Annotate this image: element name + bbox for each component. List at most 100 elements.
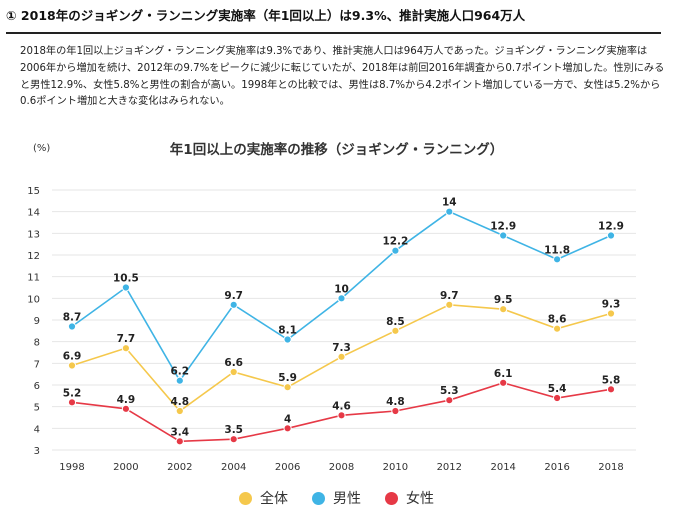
data-point-1 <box>391 246 400 255</box>
data-point-1 <box>175 376 184 385</box>
data-label-1: 11.8 <box>544 244 570 256</box>
description-text: 2018年の年1回以上ジョギング・ランニング実施率は9.3%であり、推計実施人口… <box>20 46 665 108</box>
data-label-2: 4.8 <box>386 396 405 408</box>
data-point-1 <box>445 207 454 216</box>
data-label-2: 5.4 <box>548 383 567 395</box>
data-point-0 <box>121 344 131 353</box>
x-tick-label: 2018 <box>598 462 623 473</box>
data-label-0: 9.3 <box>602 299 621 311</box>
x-tick-label: 2014 <box>490 462 515 473</box>
data-label-0: 8.5 <box>386 316 405 328</box>
data-point-1 <box>499 231 508 240</box>
data-label-2: 5.3 <box>440 385 459 397</box>
data-point-0 <box>553 324 562 333</box>
data-point-2 <box>229 435 238 444</box>
chart-legend: 全体 男性 女性 <box>0 488 673 508</box>
data-point-0 <box>499 305 508 314</box>
y-tick-label: 12 <box>27 251 40 262</box>
y-tick-label: 3 <box>34 446 40 457</box>
data-point-1 <box>229 300 238 309</box>
data-label-1: 10.5 <box>113 273 139 285</box>
y-tick-label: 8 <box>34 338 40 349</box>
data-point-1 <box>606 231 616 240</box>
data-label-0: 7.3 <box>332 342 351 354</box>
data-point-1 <box>121 283 131 292</box>
data-label-1: 10 <box>334 283 349 295</box>
x-tick-label: 2008 <box>329 462 354 473</box>
data-point-2 <box>499 378 508 387</box>
data-point-0 <box>175 406 184 416</box>
data-label-2: 5.2 <box>63 387 82 399</box>
legend-item-female: 女性 <box>385 488 434 508</box>
x-tick-label: 2004 <box>221 462 246 473</box>
data-label-0: 9.5 <box>494 294 513 306</box>
data-label-1: 12.9 <box>598 221 624 233</box>
data-label-1: 8.1 <box>278 325 297 337</box>
data-point-2 <box>67 398 77 407</box>
data-point-2 <box>337 411 346 420</box>
x-tick-label: 2010 <box>383 462 408 473</box>
data-label-2: 3.4 <box>170 426 189 438</box>
legend-item-total: 全体 <box>239 488 288 508</box>
legend-dot-total-icon <box>239 491 252 505</box>
data-point-0 <box>229 367 238 377</box>
data-label-0: 5.9 <box>278 372 297 384</box>
section-heading: ① 2018年のジョギング・ランニング実施率（年1回以上）は9.3%、推計実施人… <box>6 5 661 34</box>
data-label-2: 6.1 <box>494 368 513 380</box>
data-label-0: 7.7 <box>117 333 136 345</box>
data-label-1: 9.7 <box>224 290 243 302</box>
y-tick-label: 11 <box>27 273 40 284</box>
data-label-2: 4.9 <box>117 394 136 406</box>
y-tick-label: 5 <box>34 403 40 414</box>
data-point-2 <box>121 404 131 413</box>
data-point-1 <box>283 335 292 344</box>
data-point-0 <box>606 309 616 318</box>
y-tick-label: 6 <box>34 381 40 392</box>
data-label-1: 8.7 <box>63 312 82 324</box>
data-point-0 <box>67 361 77 370</box>
data-label-0: 4.8 <box>170 396 189 408</box>
legend-item-male: 男性 <box>312 488 361 508</box>
data-label-0: 6.9 <box>63 351 82 363</box>
data-label-0: 8.6 <box>548 314 567 326</box>
y-tick-label: 13 <box>27 229 40 240</box>
x-tick-label: 2002 <box>167 462 192 473</box>
data-label-1: 12.2 <box>382 236 408 248</box>
data-point-0 <box>445 300 454 309</box>
data-point-0 <box>391 326 400 335</box>
data-label-2: 4.6 <box>332 400 351 412</box>
data-point-2 <box>606 385 616 394</box>
legend-dot-male-icon <box>312 491 325 505</box>
y-tick-label: 9 <box>34 316 40 327</box>
data-point-1 <box>337 294 346 303</box>
y-tick-label: 10 <box>27 294 40 305</box>
legend-label-male: 男性 <box>333 491 361 507</box>
x-tick-label: 2006 <box>275 462 300 473</box>
data-label-1: 6.2 <box>170 366 189 378</box>
data-point-2 <box>553 393 562 403</box>
x-tick-label: 2016 <box>544 462 569 473</box>
legend-label-female: 女性 <box>406 491 434 507</box>
data-label-1: 14 <box>442 197 457 209</box>
legend-label-total: 全体 <box>260 491 288 507</box>
data-point-0 <box>283 383 292 392</box>
data-point-0 <box>337 352 346 361</box>
x-tick-label: 1998 <box>59 462 84 473</box>
data-point-2 <box>445 396 454 405</box>
y-tick-label: 14 <box>27 208 40 219</box>
data-label-0: 6.6 <box>224 357 243 369</box>
y-tick-label: 4 <box>34 424 40 435</box>
y-tick-label: 7 <box>34 359 40 370</box>
x-tick-label: 2000 <box>113 462 138 473</box>
data-point-1 <box>553 255 562 264</box>
data-label-2: 5.8 <box>602 374 621 386</box>
data-label-1: 12.9 <box>490 221 516 233</box>
x-tick-label: 2012 <box>437 462 462 473</box>
data-point-2 <box>283 424 292 433</box>
data-point-2 <box>391 406 400 416</box>
chart-title: 年1回以上の実施率の推移（ジョギング・ランニング） <box>169 142 504 158</box>
data-label-2: 4 <box>284 413 291 425</box>
data-point-2 <box>175 437 184 446</box>
data-point-1 <box>67 322 77 331</box>
